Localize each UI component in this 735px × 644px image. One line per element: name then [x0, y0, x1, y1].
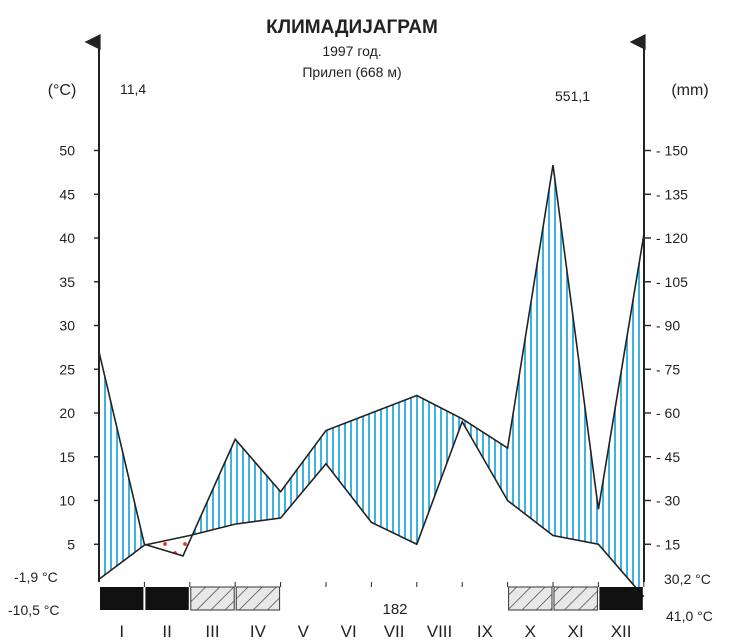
annual-precipitation-total: 551,1 — [555, 88, 590, 104]
month-label: XI — [568, 622, 584, 639]
month-label: X — [525, 622, 536, 639]
left-tick-label: 35 — [59, 274, 75, 290]
right-tick-label: - 120 — [656, 230, 688, 246]
frost-certain-month-cell — [599, 587, 643, 610]
right-axis-ticks: - 150 - 135 - 120 - 105 - 90 - 75 - 60 - 45 - 30… — [644, 143, 688, 552]
month-label: IV — [250, 622, 267, 639]
right-tick-label: - 150 — [656, 143, 688, 159]
right-tick-label: - 45 — [656, 449, 680, 465]
climate-lines — [98, 164, 645, 598]
right-tick-label: - 135 — [656, 186, 688, 202]
right-tick-label: - 105 — [656, 274, 688, 290]
right-tick-label: - 15 — [656, 536, 680, 552]
chart-title: КЛИМАДИЈАГРАМ — [266, 17, 438, 38]
annual-mean-temperature: 11,4 — [120, 81, 146, 97]
frost-probable-month-cell — [553, 586, 598, 611]
month-label: I — [119, 622, 124, 639]
frost-probable-month-cell — [508, 586, 553, 611]
mean-max-temperature-label: 30,2 °C — [664, 571, 711, 587]
left-tick-label: 10 — [59, 493, 75, 509]
chart-subtitle-station: Прилеп (668 м) — [302, 64, 401, 80]
month-label: VIII — [427, 622, 453, 639]
frost-certain-month-cell — [145, 587, 189, 610]
left-tick-label: 50 — [59, 143, 75, 159]
left-tick-label: 15 — [59, 449, 75, 465]
month-labels: I II III IV V VI VII VIII IX X XI XII — [119, 622, 632, 641]
frost-certain-month-cell — [100, 587, 144, 610]
left-tick-label: 25 — [59, 361, 75, 377]
climate-areas — [99, 165, 644, 597]
right-tick-label: - 30 — [656, 493, 680, 509]
right-axis-unit: (mm) — [671, 82, 708, 99]
right-tick-label: - 90 — [656, 318, 680, 334]
chart-subtitle-year: 1997 год. — [322, 43, 381, 59]
dry-period-area — [146, 534, 193, 556]
month-label: III — [205, 622, 219, 639]
precipitation-series-line — [98, 164, 645, 557]
left-tick-label: 45 — [59, 186, 75, 202]
month-label: VII — [384, 622, 405, 639]
frost-probable-month-cell — [235, 586, 281, 611]
temperature-series-line — [98, 419, 645, 598]
month-label: II — [162, 622, 171, 639]
month-label: IX — [477, 622, 493, 639]
right-tick-label: - 75 — [656, 361, 680, 377]
left-tick-label: 40 — [59, 230, 75, 246]
humid-period-area — [192, 165, 644, 597]
mean-min-temperature-label: -1,9 °C — [14, 569, 58, 585]
left-axis-unit: (°C) — [48, 82, 77, 99]
frost-probable-month-cell — [190, 586, 235, 611]
right-tick-label: - 60 — [656, 405, 680, 421]
left-tick-label: 5 — [67, 536, 75, 552]
left-axis-ticks: 50 45 40 35 30 25 20 15 10 5 — [59, 143, 99, 552]
frost-free-days: 182 — [382, 601, 407, 618]
absolute-max-temperature-label: 41,0 °C — [666, 608, 713, 624]
left-tick-label: 30 — [59, 318, 75, 334]
absolute-min-temperature-label: -10,5 °C — [8, 602, 60, 618]
month-label: V — [298, 622, 310, 639]
humid-period-area — [99, 351, 147, 580]
frost-bar — [100, 582, 645, 611]
month-label: XII — [611, 622, 632, 639]
month-label: VI — [341, 622, 357, 639]
left-tick-label: 20 — [59, 405, 75, 421]
